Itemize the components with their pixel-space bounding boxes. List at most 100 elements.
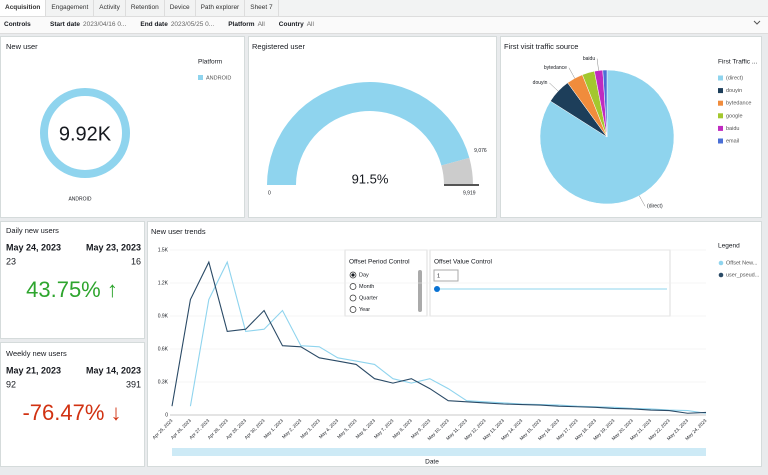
tab[interactable]: Path explorer xyxy=(196,0,246,16)
leader-line xyxy=(549,82,559,92)
kpi-value: 16 xyxy=(131,256,141,266)
legend-label: baidu xyxy=(726,126,739,132)
donut-value: 9.92K xyxy=(59,123,112,145)
y-tick-label: 0.3K xyxy=(158,379,169,385)
slice-label: douyin xyxy=(533,80,548,86)
radio-label: Year xyxy=(359,307,370,313)
leader-line xyxy=(568,67,575,79)
input-value: 1 xyxy=(437,273,440,279)
radio[interactable] xyxy=(349,283,357,290)
scrollbar[interactable] xyxy=(418,270,422,312)
slider-thumb[interactable] xyxy=(434,286,440,292)
kpi-date: May 21, 2023 xyxy=(6,365,61,375)
tab[interactable]: Acquisition xyxy=(0,0,47,16)
legend-title: Platform xyxy=(198,59,222,66)
leader-line xyxy=(596,58,599,71)
radio-label: Quarter xyxy=(359,295,378,301)
legend-swatch xyxy=(718,100,723,106)
radio[interactable] xyxy=(349,294,357,302)
line-series xyxy=(189,260,707,414)
controls-bar: Controls Start date 2023/04/16 0... End da… xyxy=(0,17,768,34)
leader-line xyxy=(639,195,646,207)
gauge-max: 9,919 xyxy=(463,190,476,196)
panel-title: New user trends xyxy=(151,227,206,236)
legend-label: email xyxy=(726,138,739,144)
kpi-change: -76.47% ↓ xyxy=(22,400,121,425)
pie-slice xyxy=(602,69,608,138)
filter-label: Start date xyxy=(50,21,80,28)
tab[interactable]: Retention xyxy=(126,0,165,16)
filter-value: 2023/04/16 0... xyxy=(82,21,127,28)
controls-title[interactable]: Controls xyxy=(4,21,31,28)
line-series xyxy=(171,260,707,414)
panel xyxy=(0,221,145,339)
input-box[interactable] xyxy=(433,269,459,282)
panel-title: Registered user xyxy=(252,42,305,51)
gauge-arc xyxy=(267,82,470,185)
radio-label: Day xyxy=(359,272,369,278)
legend-title: Legend xyxy=(718,243,740,250)
legend-label: google xyxy=(726,113,743,119)
y-tick-label: 1.2K xyxy=(158,280,169,286)
gauge-arc xyxy=(441,157,473,185)
y-tick-label: 0 xyxy=(165,412,168,418)
filter-value: All xyxy=(306,21,314,28)
tab[interactable]: Sheet 7 xyxy=(245,0,279,16)
collapse-icon[interactable] xyxy=(753,20,761,25)
slice-label: baidu xyxy=(583,56,595,62)
filter-value: 2023/05/25 0... xyxy=(170,21,215,28)
legend-label: douyin xyxy=(726,88,742,94)
kpi-date: May 24, 2023 xyxy=(6,242,61,252)
legend-label: user_pseud... xyxy=(726,272,760,278)
kpi-value: 391 xyxy=(126,379,141,389)
legend-title: First Traffic ... xyxy=(718,59,757,66)
kpi-date: May 23, 2023 xyxy=(86,242,141,252)
slice-label: (direct) xyxy=(647,204,663,210)
kpi-date: May 14, 2023 xyxy=(86,365,141,375)
legend-swatch xyxy=(718,88,723,94)
legend-swatch xyxy=(718,138,723,144)
control-title: Offset Period Control xyxy=(349,259,410,266)
slice-label: bytedance xyxy=(544,65,567,71)
donut-slice xyxy=(40,88,130,178)
legend-dot xyxy=(718,272,724,278)
filter-value: All xyxy=(257,21,265,28)
slice-label: ANDROID xyxy=(68,196,91,202)
gauge-value: 9,076 xyxy=(474,148,487,154)
legend-label: bytedance xyxy=(726,101,751,107)
y-tick-label: 1.5K xyxy=(158,247,169,253)
filter-label: End date xyxy=(140,21,168,28)
legend-swatch xyxy=(718,75,723,81)
legend-swatch xyxy=(718,125,723,131)
legend-label: (direct) xyxy=(726,75,743,81)
y-tick-label: 0.6K xyxy=(158,346,169,352)
kpi-value: 92 xyxy=(6,379,16,389)
panel-title: Daily new users xyxy=(6,226,59,235)
kpi-value: 23 xyxy=(6,256,16,266)
y-tick-label: 0.9K xyxy=(158,313,169,319)
tab-bar: Acquisition Engagement Activity Retention De… xyxy=(0,0,768,17)
legend-label: Offset New... xyxy=(726,260,758,266)
control-title: Offset Value Control xyxy=(434,259,492,266)
filter[interactable]: Start date 2023/04/16 0... xyxy=(50,17,126,33)
gauge-min: 0 xyxy=(268,190,271,196)
filter[interactable]: Platform All xyxy=(228,17,265,33)
filter-label: Platform xyxy=(228,21,255,28)
tab[interactable]: Activity xyxy=(94,0,126,16)
filter[interactable]: End date 2023/05/25 0... xyxy=(140,17,214,33)
legend-swatch xyxy=(198,75,203,80)
legend-dot xyxy=(718,260,724,266)
kpi-change: 43.75% ↑ xyxy=(26,277,118,302)
tab[interactable]: Engagement xyxy=(46,0,95,16)
filter[interactable]: Country All xyxy=(279,17,314,33)
legend-label: ANDROID xyxy=(206,75,231,81)
radio-label: Month xyxy=(359,284,374,290)
tab[interactable]: Device xyxy=(165,0,196,16)
x-scrollbar[interactable] xyxy=(172,448,706,456)
panel-title: Weekly new users xyxy=(6,349,67,358)
radio[interactable] xyxy=(349,306,357,313)
filter-label: Country xyxy=(278,21,304,28)
panel-title: New user xyxy=(6,42,38,51)
